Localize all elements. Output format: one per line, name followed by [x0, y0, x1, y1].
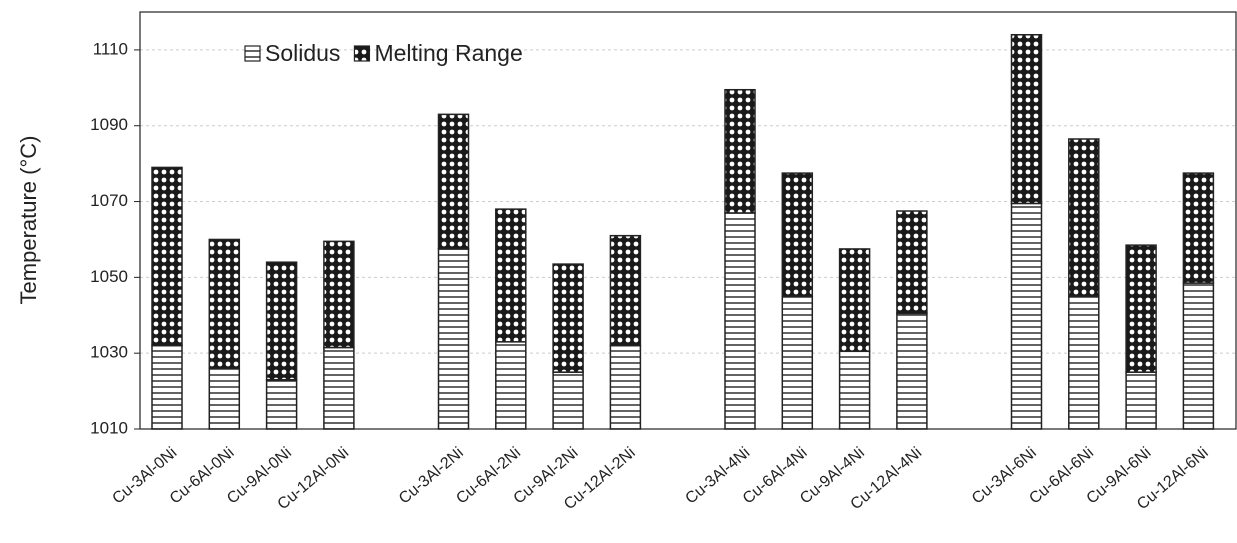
solidus-bar: [437, 248, 470, 430]
melting-range-bar: [552, 263, 584, 373]
solidus-bar: [1125, 371, 1157, 430]
solidus-bar: [265, 378, 298, 430]
solidus-bar: [323, 346, 355, 430]
solidus-bar: [724, 212, 756, 430]
solidus-bar: [208, 367, 241, 430]
solidus-bar: [552, 371, 584, 430]
melting-range-bar: [151, 166, 183, 347]
legend-swatch: [353, 45, 371, 62]
melting-range-bar: [609, 234, 642, 347]
melting-range-bar: [896, 210, 928, 315]
solidus-bar: [1182, 282, 1215, 430]
y-tick-label: 1030: [90, 343, 128, 362]
melting-range-bar: [208, 238, 241, 370]
legend-label: Melting Range: [374, 40, 522, 66]
y-tick-label: 1090: [90, 115, 128, 134]
solidus-bar: [1068, 295, 1100, 430]
y-tick-label: 1050: [90, 267, 128, 286]
melting-range-bar: [781, 172, 814, 298]
plot-frame: [139, 11, 1237, 430]
solidus-bar: [151, 344, 183, 430]
melting-range-bar: [1182, 172, 1215, 284]
melting-range-bar: [838, 248, 871, 353]
solidus-bar: [896, 312, 928, 430]
y-tick-label: 1110: [93, 39, 128, 58]
y-tick-label: 1010: [90, 418, 128, 437]
melting-range-bar: [495, 208, 527, 343]
solidus-bar: [1010, 202, 1043, 430]
legend-swatch: [244, 45, 261, 62]
melting-range-bar: [1125, 244, 1157, 373]
solidus-bar: [495, 341, 527, 430]
melting-range-bar: [724, 88, 756, 214]
melting-range-bar: [265, 261, 298, 381]
melting-range-bar: [323, 240, 355, 349]
solidus-bar: [781, 295, 814, 430]
legend-label: Solidus: [265, 40, 340, 66]
solidus-bar: [609, 344, 642, 430]
melting-range-bar: [1010, 33, 1043, 205]
melting-range-bar: [1068, 138, 1100, 298]
y-axis-label: Temperature (°C): [16, 136, 41, 305]
solidus-bar: [838, 350, 871, 430]
y-tick-label: 1070: [90, 191, 128, 210]
melting-range-bar: [437, 113, 470, 250]
